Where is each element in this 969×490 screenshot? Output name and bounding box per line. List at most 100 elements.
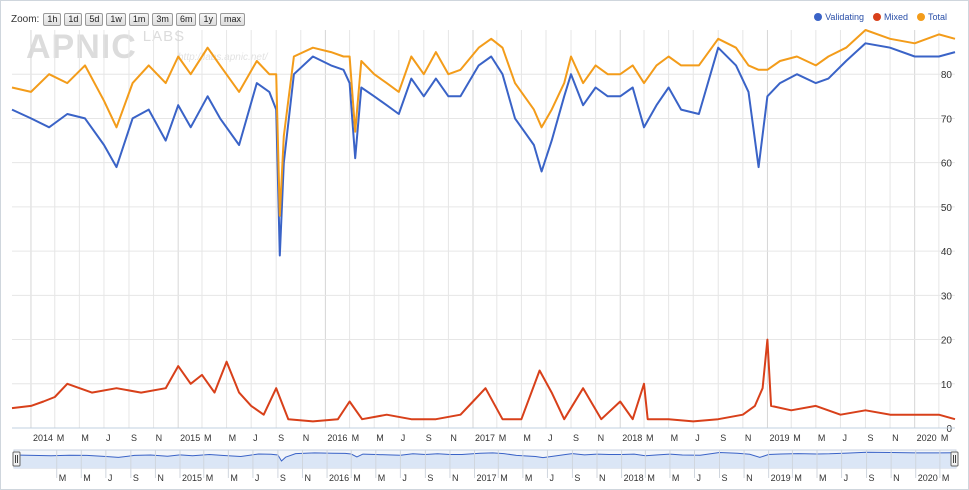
x-tick-label-21: J: [548, 433, 553, 443]
y-tick-label-10: 10: [941, 380, 953, 391]
x-tick-label-29: N: [745, 433, 752, 443]
navigator-label-25: M: [672, 473, 680, 483]
x-tick-label-2: M: [81, 433, 89, 443]
x-tick-label-22: S: [573, 433, 579, 443]
x-tick-label-10: S: [278, 433, 284, 443]
zoom-max-button[interactable]: max: [219, 12, 245, 26]
series-layer: [11, 29, 956, 423]
navigator-handle-left-box[interactable]: [12, 451, 21, 467]
x-tick-label-4: S: [131, 433, 137, 443]
navigator-label-13: M: [378, 473, 386, 483]
x-tick-label-11: N: [303, 433, 310, 443]
navigator-area: [14, 452, 956, 468]
x-tick-label-14: M: [376, 433, 384, 443]
x-tick-label-36: 2020: [917, 433, 937, 443]
x-tick-label-18: 2017: [475, 433, 495, 443]
navigator-label-8: J: [255, 473, 260, 483]
navigator-label-2: J: [108, 473, 113, 483]
x-tick-label-25: M: [646, 433, 654, 443]
y-tick-label-70: 70: [941, 114, 953, 125]
watermark-url: http://labs.apnic.net/: [178, 52, 268, 63]
navigator-label-30: M: [794, 473, 802, 483]
legend-marker-mixed-icon: [872, 13, 881, 21]
y-tick-label-50: 50: [941, 203, 953, 214]
navigator-label-9: S: [280, 473, 286, 483]
y-tick-label-30: 30: [941, 291, 953, 302]
x-tick-label-0: 2014: [33, 433, 53, 443]
navigator-label-18: M: [500, 473, 508, 483]
navigator-label-29: 2019: [771, 473, 791, 483]
zoom-5d-button[interactable]: 5d: [85, 12, 104, 26]
x-tick-label-20: M: [523, 433, 531, 443]
navigator-label-28: N: [746, 473, 753, 483]
x-tick-label-23: N: [598, 433, 605, 443]
x-tick-label-19: M: [499, 433, 507, 443]
series-line-total: [11, 29, 956, 217]
navigator-label-14: J: [402, 473, 407, 483]
navigator-label-7: M: [230, 473, 238, 483]
x-tick-label-15: J: [401, 433, 406, 443]
x-tick-label-30: 2019: [769, 433, 789, 443]
legend-marker-validating-icon: [814, 13, 823, 21]
x-tick-label-12: 2016: [327, 433, 347, 443]
zoom-bar: Zoom: 1h 1d 5d 1w 1m 3m 6m 1y max: [11, 11, 248, 27]
navigator-label-10: N: [304, 473, 311, 483]
navigator-label-22: N: [599, 473, 606, 483]
zoom-3m-button[interactable]: 3m: [152, 12, 173, 26]
x-tick-label-1: M: [57, 433, 64, 443]
zoom-1d-button[interactable]: 1d: [64, 12, 83, 26]
legend-item-validating[interactable]: Validating: [814, 12, 864, 22]
y-axis-labels: 10 20 30 40 50 60 70 80 0: [941, 70, 953, 435]
navigator-label-11: 2016: [329, 473, 349, 483]
navigator-handle-left[interactable]: [12, 451, 21, 467]
zoom-label: Zoom:: [11, 13, 40, 25]
y-tick-label-60: 60: [941, 159, 953, 170]
x-tick-label-6: 2015: [180, 433, 200, 443]
navigator-line: [13, 451, 957, 462]
y-tick-label-0: 0: [946, 424, 952, 435]
navigator-label-26: J: [697, 473, 702, 483]
zoom-1y-button[interactable]: 1y: [199, 12, 217, 26]
navigator-handle-right[interactable]: [950, 451, 959, 467]
x-tick-label-34: S: [867, 433, 873, 443]
watermark-logo: APNIC: [26, 28, 137, 66]
navigator-label-20: J: [549, 473, 554, 483]
navigator-label-0: M: [59, 473, 67, 483]
navigator-label-24: M: [647, 473, 655, 483]
navigator-label-12: M: [353, 473, 361, 483]
x-tick-label-28: S: [720, 433, 726, 443]
navigator-label-36: M: [942, 473, 950, 483]
x-tick-label-3: J: [106, 433, 111, 443]
x-tick-label-24: 2018: [622, 433, 642, 443]
zoom-1m-button[interactable]: 1m: [128, 12, 150, 26]
navigator-label-31: M: [819, 473, 827, 483]
legend-item-total[interactable]: Total: [916, 12, 947, 22]
x-tick-label-33: J: [842, 433, 847, 443]
x-tick-label-9: J: [253, 433, 257, 443]
x-axis-labels: 2014 M M J S N 2015 M M J S N 2016 M M J S N 2017 M M J S N 2018…: [33, 433, 948, 443]
y-tick-label-80: 80: [941, 70, 953, 81]
x-tick-label-8: M: [229, 433, 237, 443]
legend-marker-total-icon: [916, 13, 925, 21]
navigator-label-15: S: [427, 473, 433, 483]
vertical-gridlines: [30, 30, 940, 428]
legend-item-mixed[interactable]: Mixed: [872, 12, 908, 22]
x-tick-label-5: N: [156, 433, 163, 443]
navigator-label-1: M: [83, 473, 91, 483]
legend-label-mixed: Mixed: [883, 12, 908, 22]
zoom-1h-button[interactable]: 1h: [43, 12, 62, 26]
navigator-label-21: S: [574, 473, 580, 483]
x-tick-label-26: M: [671, 433, 679, 443]
legend: Validating Mixed Total: [805, 12, 947, 22]
x-tick-label-31: M: [793, 433, 801, 443]
x-tick-label-7: M: [204, 433, 212, 443]
x-tick-label-17: N: [450, 433, 457, 443]
zoom-6m-button[interactable]: 6m: [175, 12, 197, 26]
navigator-label-17: 2017: [477, 473, 497, 483]
navigator-handle-right-box[interactable]: [950, 451, 959, 467]
zoom-1w-button[interactable]: 1w: [106, 12, 126, 26]
navigator-label-34: N: [893, 473, 900, 483]
navigator-label-19: M: [525, 473, 533, 483]
navigator-label-16: N: [452, 473, 459, 483]
